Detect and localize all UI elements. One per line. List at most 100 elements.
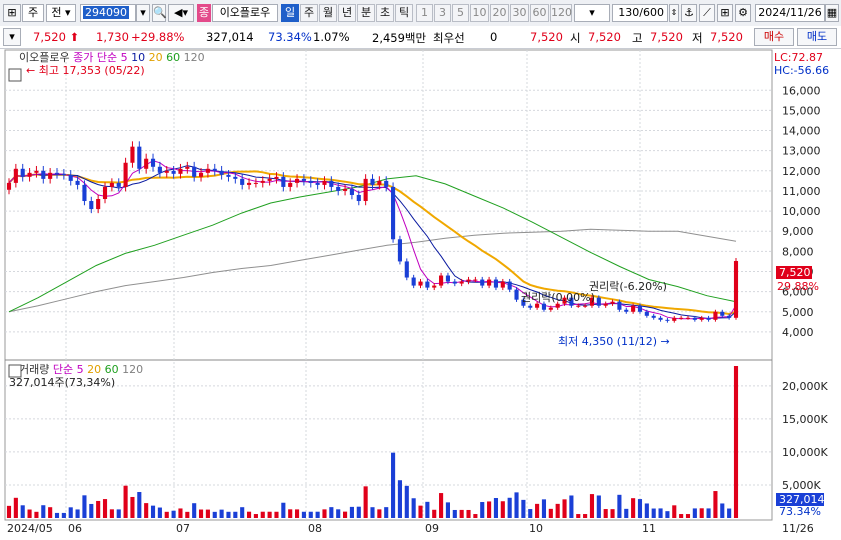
volume-bar xyxy=(583,514,588,518)
settings-icon[interactable]: ⚙ xyxy=(735,4,751,22)
number-tab-3[interactable]: 3 xyxy=(434,4,451,22)
candle-body xyxy=(171,170,176,174)
code-value: 294090 xyxy=(83,6,129,19)
code-dropdown-icon[interactable]: ▾ xyxy=(136,4,150,22)
candle-body xyxy=(82,184,87,202)
quote-menu-icon[interactable]: ▾ xyxy=(3,28,21,46)
chart-grid-icon[interactable]: ⊞ xyxy=(717,4,733,22)
indicator-icon[interactable]: ⟋ xyxy=(699,4,715,22)
stock-chart[interactable]: 4,0005,0006,0007,0008,0009,00010,00011,0… xyxy=(0,48,841,540)
candle-body xyxy=(439,275,444,286)
price-tick-label: 14,000 xyxy=(782,125,821,138)
candle-body xyxy=(41,170,46,179)
volume-bar xyxy=(459,509,464,518)
price-tick-label: 4,000 xyxy=(782,326,814,339)
volume-tick-label: 5,000K xyxy=(782,479,821,492)
count-spinner-icon[interactable]: ⇕ xyxy=(669,4,679,22)
candle-body xyxy=(288,182,293,187)
volume-bar xyxy=(562,499,567,518)
search-icon[interactable]: 🔍 xyxy=(152,4,167,22)
amount: 2,459백만 xyxy=(372,31,427,45)
date-input[interactable]: 2024/11/26 xyxy=(755,4,825,22)
number-tab-5[interactable]: 5 xyxy=(452,4,469,22)
x-tick-label: 07 xyxy=(176,522,190,535)
vol-legend-20: 20 xyxy=(87,363,101,376)
volume-bar xyxy=(679,514,684,518)
volume-bar xyxy=(651,508,656,518)
candle-body xyxy=(185,166,190,169)
volume-bar xyxy=(68,507,73,518)
period-tab-1[interactable]: 주 xyxy=(300,4,318,22)
period-tab-3[interactable]: 년 xyxy=(338,4,356,22)
price-pane-menu-icon[interactable] xyxy=(8,68,22,82)
number-tab-30[interactable]: 30 xyxy=(510,4,529,22)
candle-body xyxy=(34,170,39,173)
market-select[interactable]: 주 xyxy=(22,4,44,22)
chart-menu-icon[interactable]: ⊞ xyxy=(3,4,21,22)
candle-body xyxy=(144,158,149,169)
volume-bar xyxy=(370,507,375,518)
number-tab-60[interactable]: 60 xyxy=(530,4,549,22)
volume-bar xyxy=(720,503,725,518)
code-input[interactable]: 294090 xyxy=(80,4,136,22)
period-tab-2[interactable]: 월 xyxy=(319,4,337,22)
candle-body xyxy=(20,168,25,177)
price-tick-label: 15,000 xyxy=(782,104,821,117)
volume-bar xyxy=(356,506,361,518)
candle-body xyxy=(493,279,499,288)
calendar-icon[interactable]: ▦ xyxy=(825,4,839,22)
candle-body xyxy=(617,301,622,310)
volume-bar xyxy=(178,508,183,518)
legend-ma-type: 종가 단순 xyxy=(73,51,117,64)
current-change-label: 29.88% xyxy=(777,280,819,293)
current-price-tag xyxy=(776,266,812,279)
sell-button[interactable]: 매도 xyxy=(797,28,837,46)
volume-bar xyxy=(596,495,601,518)
volume-current-label: 327,014 xyxy=(779,493,825,506)
number-tab-120[interactable]: 120 xyxy=(550,4,572,22)
buy-button[interactable]: 매수 xyxy=(754,28,794,46)
volume-pane-menu-icon[interactable] xyxy=(8,364,22,378)
volume-ratio-label: 73.34% xyxy=(779,505,821,518)
volume-bar xyxy=(685,514,691,518)
volume-bar xyxy=(589,494,595,518)
number-select[interactable]: ▾ xyxy=(574,4,610,22)
volume-bar xyxy=(329,507,334,518)
candle-body xyxy=(610,301,615,304)
candle-body xyxy=(89,201,94,210)
volume-bar xyxy=(391,452,396,518)
number-tab-10[interactable]: 10 xyxy=(470,4,489,22)
candle-type-icon[interactable]: ⚓ xyxy=(681,4,697,22)
price-tick-label: 13,000 xyxy=(782,145,821,158)
volume-bar xyxy=(137,492,142,518)
speaker-icon[interactable]: ◀▾ xyxy=(168,4,194,22)
volume-bar xyxy=(123,485,128,518)
period-tab-0[interactable]: 일 xyxy=(281,4,299,22)
volume-bar xyxy=(706,508,711,518)
candle-body xyxy=(343,188,348,191)
candle-body xyxy=(226,174,231,177)
volume-bars xyxy=(6,366,739,518)
legend-ma60: 60 xyxy=(166,51,180,64)
candle-body xyxy=(644,311,649,316)
candle-body xyxy=(308,180,313,183)
period-tab-6[interactable]: 틱 xyxy=(395,4,413,22)
candle-body xyxy=(432,285,437,288)
candle-body xyxy=(274,176,279,179)
candle-body xyxy=(267,178,272,181)
number-tab-20[interactable]: 20 xyxy=(490,4,509,22)
legend-ma10: 10 xyxy=(131,51,145,64)
volume-bar xyxy=(322,509,327,518)
type-select[interactable]: 전 ▾ xyxy=(46,4,76,22)
count-input[interactable]: 130/600 xyxy=(612,4,668,22)
x-tick-label: 06 xyxy=(68,522,82,535)
candle-body xyxy=(370,178,375,185)
period-tab-4[interactable]: 분 xyxy=(357,4,375,22)
candle-body xyxy=(651,315,656,318)
candle-body xyxy=(233,176,238,179)
volume-bar xyxy=(294,509,300,518)
candle-body xyxy=(322,180,327,185)
period-tab-5[interactable]: 초 xyxy=(376,4,394,22)
number-tab-1[interactable]: 1 xyxy=(416,4,433,22)
